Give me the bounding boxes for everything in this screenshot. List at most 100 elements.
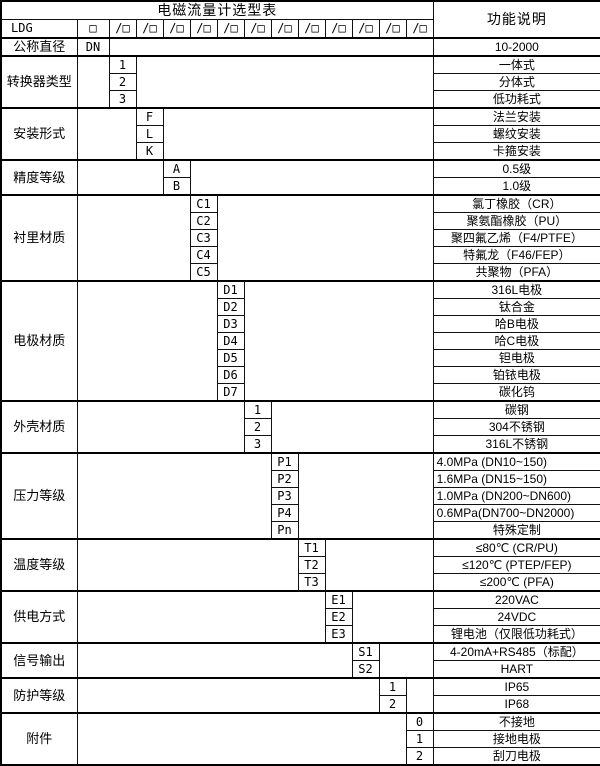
code-cell-housing-material-1: 2 [243, 418, 272, 436]
option-row: P2 1.6MPa (DN15~150) [1, 470, 600, 488]
staircase-gap-left [76, 642, 353, 679]
desc-cell-pressure-rating-0: 4.0MPa (DN10~150) [432, 452, 600, 471]
code-cell-signal-output-1: S2 [351, 660, 380, 679]
category-label-electrode-material: 电极材质 [0, 280, 78, 402]
option-row: 精度等级 A 0.5级 [0, 159, 600, 196]
code-cell-accessories-2: 2 [405, 747, 434, 766]
code-cell-lining-material-2: C3 [189, 229, 218, 247]
code-cell-accessories-1: 1 [405, 730, 434, 748]
option-row: D7 碳化钨 [1, 383, 600, 402]
code-cell-converter-type-2: 3 [108, 90, 137, 109]
option-row: E2 24VDC [1, 608, 600, 626]
code-cell-lining-material-3: C4 [189, 246, 218, 264]
model-code-slot: /□ [135, 19, 164, 39]
model-code-slot: /□ [324, 19, 353, 39]
category-label-power-supply: 供电方式 [0, 590, 78, 644]
desc-cell-lining-material-4: 共聚物（PFA） [432, 263, 600, 282]
option-row: 电极材质 D1 316L电极 [0, 280, 600, 402]
option-row: C4 特氟龙（F46/FEP） [1, 246, 600, 264]
code-cell-temperature-rating-0: T1 [297, 538, 326, 557]
staircase-gap-right [324, 538, 434, 592]
option-row: 2 分体式 [1, 73, 600, 91]
staircase-gap-right [108, 37, 434, 57]
model-code-slot: /□ [243, 19, 272, 39]
category-label-housing-material: 外壳材质 [0, 400, 78, 454]
model-code-slot: /□ [216, 19, 245, 39]
title-row: 电磁流量计选型表 功能说明 [0, 0, 600, 39]
option-row: D6 铂铱电极 [1, 366, 600, 384]
code-cell-signal-output-0: S1 [351, 642, 380, 661]
table-title: 电磁流量计选型表 [0, 0, 434, 20]
desc-cell-lining-material-3: 特氟龙（F46/FEP） [432, 246, 600, 264]
staircase-gap-right [216, 194, 434, 282]
code-cell-accuracy-class-0: A [162, 159, 191, 178]
desc-cell-converter-type-0: 一体式 [432, 55, 600, 74]
code-cell-converter-type-1: 2 [108, 73, 137, 91]
code-cell-protection-rating-1: 2 [378, 695, 407, 714]
staircase-gap-left [76, 538, 299, 592]
option-row: 温度等级 T1 ≤80℃ (CR/PU) [0, 538, 600, 592]
option-row: 压力等级 P1 4.0MPa (DN10~150) [0, 452, 600, 540]
staircase-gap-left [76, 55, 110, 109]
model-code-slot: /□ [405, 19, 434, 39]
code-cell-lining-material-0: C1 [189, 194, 218, 213]
option-row: B 1.0级 [1, 177, 600, 196]
option-row: 3 低功耗式 [1, 90, 600, 109]
code-cell-electrode-material-6: D7 [216, 383, 245, 402]
desc-cell-temperature-rating-2: ≤200℃ (PFA) [432, 573, 600, 592]
code-cell-installation-type-0: F [135, 107, 164, 126]
desc-cell-electrode-material-6: 碳化钨 [432, 383, 600, 402]
desc-cell-housing-material-0: 碳钢 [432, 400, 600, 419]
staircase-gap-right [189, 159, 434, 196]
desc-cell-accuracy-class-1: 1.0级 [432, 177, 600, 196]
staircase-gap-left [76, 194, 191, 282]
option-row: P3 1.0MPa (DN200~DN600) [1, 487, 600, 505]
desc-cell-pressure-rating-4: 特殊定制 [432, 521, 600, 540]
option-row: P4 0.6MPa(DN700~DN2000) [1, 504, 600, 522]
desc-cell-electrode-material-3: 哈C电极 [432, 332, 600, 350]
staircase-gap-left [76, 159, 164, 196]
category-label-accuracy-class: 精度等级 [0, 159, 78, 196]
code-cell-electrode-material-3: D4 [216, 332, 245, 350]
option-row: T3 ≤200℃ (PFA) [1, 573, 600, 592]
option-row: 供电方式 E1 220VAC [0, 590, 600, 644]
option-row: 衬里材质 C1 氯丁橡胶（CR） [0, 194, 600, 282]
code-cell-pressure-rating-4: Pn [270, 521, 299, 540]
staircase-gap-left [76, 280, 218, 402]
function-column-header: 功能说明 [432, 0, 600, 39]
desc-cell-installation-type-0: 法兰安装 [432, 107, 600, 126]
category-label-protection-rating: 防护等级 [0, 677, 78, 714]
code-cell-pressure-rating-1: P2 [270, 470, 299, 488]
option-row: 3 316L不锈钢 [1, 435, 600, 454]
staircase-gap-left [76, 107, 137, 161]
desc-cell-converter-type-1: 分体式 [432, 73, 600, 91]
code-cell-pressure-rating-2: P3 [270, 487, 299, 505]
category-label-installation-type: 安装形式 [0, 107, 78, 161]
staircase-gap-left [76, 712, 407, 766]
model-code-slot: /□ [189, 19, 218, 39]
desc-cell-nominal-diameter-0: 10-2000 [432, 37, 600, 57]
model-code-slot: /□ [270, 19, 299, 39]
code-cell-electrode-material-2: D3 [216, 315, 245, 333]
desc-cell-electrode-material-0: 316L电极 [432, 280, 600, 299]
option-row: 外壳材质 1 碳钢 [0, 400, 600, 454]
staircase-gap-right [162, 107, 434, 161]
code-cell-accuracy-class-1: B [162, 177, 191, 196]
desc-cell-signal-output-1: HART [432, 660, 600, 679]
staircase-gap-right [270, 400, 434, 454]
category-label-lining-material: 衬里材质 [0, 194, 78, 282]
code-cell-pressure-rating-0: P1 [270, 452, 299, 471]
option-row: 防护等级 1 IP65 [0, 677, 600, 714]
option-row: E3 锂电池（仅限低功耗式） [1, 625, 600, 644]
code-cell-installation-type-1: L [135, 125, 164, 143]
code-cell-power-supply-1: E2 [324, 608, 353, 626]
model-code-slot: /□ [297, 19, 326, 39]
desc-cell-pressure-rating-3: 0.6MPa(DN700~DN2000) [432, 504, 600, 522]
desc-cell-protection-rating-1: IP68 [432, 695, 600, 714]
desc-cell-power-supply-1: 24VDC [432, 608, 600, 626]
staircase-gap-left [76, 677, 380, 714]
desc-cell-electrode-material-1: 钛合金 [432, 298, 600, 316]
option-row: Pn 特殊定制 [1, 521, 600, 540]
model-code-prefix: LDG [0, 19, 78, 39]
